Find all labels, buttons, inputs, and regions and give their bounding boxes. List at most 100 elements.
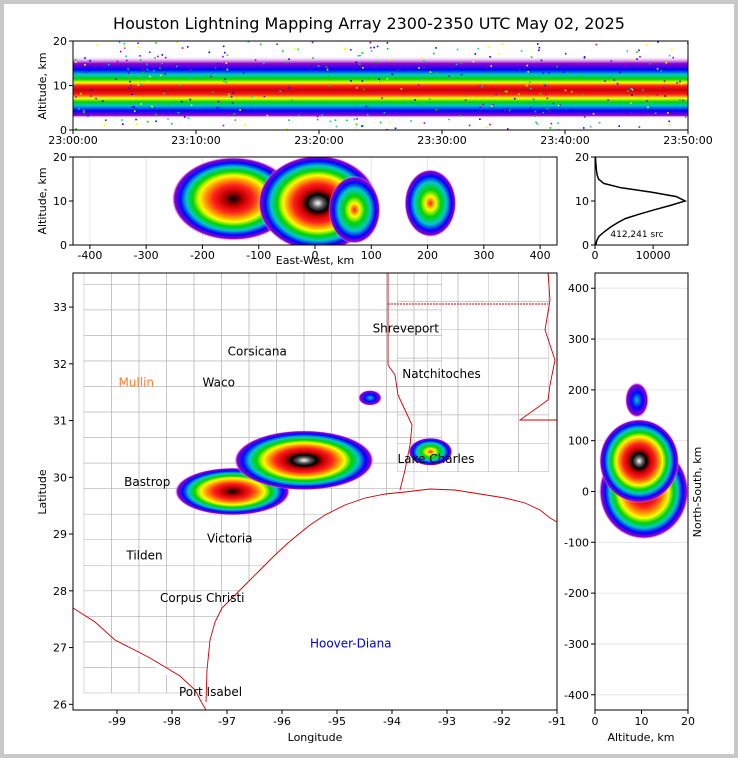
time-height-speck xyxy=(583,116,586,118)
time-height-speck xyxy=(479,84,482,87)
time-height-speck xyxy=(456,48,459,51)
time-height-speck xyxy=(276,43,278,46)
county-boundary xyxy=(111,335,140,362)
parish-boundary xyxy=(457,414,489,444)
time-height-speck xyxy=(189,68,192,71)
time-height-speck xyxy=(327,75,330,77)
time-height-speck xyxy=(482,103,485,106)
city-label: Tilden xyxy=(125,549,162,563)
time-height-xtick-label: 23:40:00 xyxy=(540,134,589,147)
time-height-speck xyxy=(285,61,287,64)
time-height-speck xyxy=(226,54,229,56)
plan-view-ytick-label: 30 xyxy=(53,471,67,484)
time-height-xtick-label: 23:50:00 xyxy=(663,134,712,147)
east-west-ylabel: Altitude, km xyxy=(36,167,49,234)
plan-view-xtick-label: -93 xyxy=(438,715,456,728)
time-height-speck xyxy=(369,41,372,44)
time-height-speck xyxy=(357,54,360,57)
time-height-speck xyxy=(627,90,629,92)
city-label: Victoria xyxy=(207,532,253,546)
time-height-speck xyxy=(548,72,550,74)
north-south-xtick-label: 0 xyxy=(592,715,599,728)
time-height-speck xyxy=(537,43,539,45)
north-south-xtick-label: 20 xyxy=(681,715,695,728)
time-height-ylabel: Altitude, km xyxy=(36,52,49,119)
time-height-speck xyxy=(154,57,156,59)
east-west-xtick-label: -300 xyxy=(134,249,159,262)
time-height-speck xyxy=(381,97,383,99)
county-boundary xyxy=(386,273,415,285)
time-height-speck xyxy=(288,119,290,121)
time-height-speck xyxy=(359,54,361,57)
time-height-speck xyxy=(388,121,391,124)
time-height-speck xyxy=(77,73,79,75)
time-height-speck xyxy=(592,112,595,115)
county-boundary xyxy=(83,667,112,694)
county-boundary xyxy=(111,565,140,592)
time-height-speck xyxy=(298,114,300,117)
coastline xyxy=(73,488,557,710)
county-boundary xyxy=(166,513,195,540)
time-height-speck xyxy=(504,109,506,111)
county-boundary xyxy=(303,284,332,311)
time-height-speck xyxy=(429,98,431,100)
time-height-speck xyxy=(225,81,227,84)
county-boundary xyxy=(111,616,140,643)
county-boundary xyxy=(166,273,195,285)
time-height-speck xyxy=(489,123,491,126)
parish-boundary xyxy=(457,386,489,416)
time-height-speck xyxy=(80,92,82,95)
time-height-speck xyxy=(657,41,659,43)
city-label: Mullin xyxy=(118,376,154,390)
plan-view-xtick-label: -92 xyxy=(493,715,511,728)
time-height-speck xyxy=(84,57,86,59)
time-height-speck xyxy=(563,71,565,73)
time-height-speck xyxy=(96,44,98,46)
time-height-speck xyxy=(495,93,497,96)
time-height-speck xyxy=(317,65,320,67)
time-height-speck xyxy=(435,109,438,111)
time-height-speck xyxy=(121,123,124,126)
county-boundary xyxy=(166,616,195,643)
time-height-speck xyxy=(107,63,110,66)
plan-view-cluster xyxy=(234,430,374,491)
time-height-speck xyxy=(326,68,329,71)
time-height-speck xyxy=(465,94,468,97)
time-height-speck xyxy=(546,97,549,100)
time-height-speck xyxy=(394,127,397,130)
time-height-speck xyxy=(316,115,319,118)
time-height-speck xyxy=(508,109,511,112)
county-boundary xyxy=(193,309,222,336)
time-height-speck xyxy=(189,78,191,80)
time-height-speck xyxy=(262,62,265,65)
county-boundary xyxy=(138,437,167,464)
time-height-speck xyxy=(370,50,373,52)
time-height-speck xyxy=(546,108,549,110)
time-height-speck xyxy=(223,80,225,83)
county-boundary xyxy=(166,411,195,438)
county-boundary xyxy=(221,284,250,311)
state-border-tx-la xyxy=(387,273,413,491)
time-height-speck xyxy=(455,63,458,66)
county-boundary xyxy=(276,273,305,285)
time-height-speck xyxy=(83,111,85,114)
time-height-speck xyxy=(582,127,585,129)
city-label: Natchitoches xyxy=(402,367,480,381)
time-height-speck xyxy=(147,80,149,83)
north-south-ytick-label: 0 xyxy=(582,486,589,499)
time-height-speck xyxy=(146,68,149,71)
county-boundary xyxy=(166,386,195,413)
time-height-speck xyxy=(436,71,438,74)
time-height-speck xyxy=(326,101,329,104)
time-height-speck xyxy=(504,90,506,93)
time-height-speck xyxy=(579,75,582,77)
time-height-speck xyxy=(101,100,104,103)
time-height-speck xyxy=(365,105,368,108)
time-height-speck xyxy=(208,51,211,54)
time-height-speck xyxy=(539,92,542,95)
time-height-speck xyxy=(135,122,138,125)
gulf-of-mexico xyxy=(73,490,557,710)
parish-boundary xyxy=(488,357,519,387)
plan-view-ytick-label: 31 xyxy=(53,415,67,428)
